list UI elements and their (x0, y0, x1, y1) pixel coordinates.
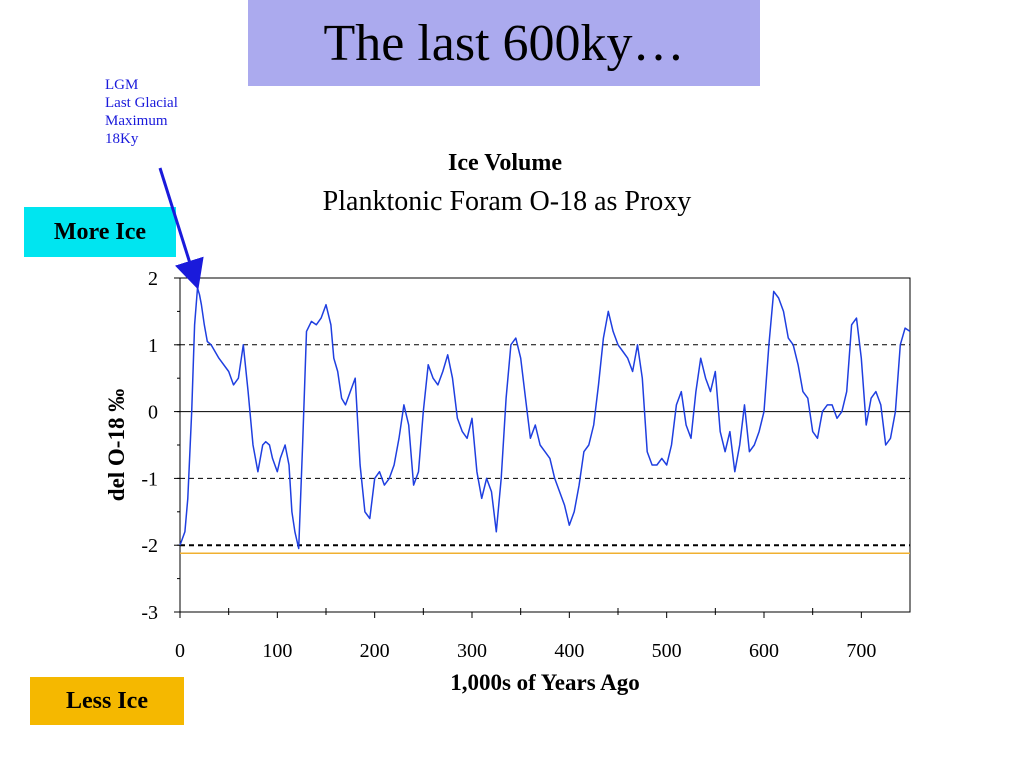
x-axis-label: 1,000s of Years Ago (450, 670, 640, 695)
lgm-annotation: LGM Last Glacial Maximum 18Ky (105, 76, 178, 148)
y-tick-label: 0 (148, 402, 158, 424)
y-tick-label: 1 (148, 335, 158, 357)
x-tick-label: 100 (262, 640, 292, 662)
y-axis-label: del O-18 ‰ (104, 389, 129, 501)
title-banner: The last 600ky… (248, 0, 760, 86)
x-tick-label: 0 (175, 640, 185, 662)
lgm-line-1: LGM (105, 77, 139, 93)
x-tick-label: 500 (652, 640, 682, 662)
lgm-line-3: Maximum (105, 113, 168, 129)
y-tick-label: -3 (141, 602, 158, 624)
y-tick-label: -2 (141, 535, 158, 557)
x-tick-label: 700 (846, 640, 876, 662)
chart-title: Ice Volume (448, 150, 562, 176)
y-tick-label: 2 (148, 268, 158, 290)
y-tick-label: -1 (141, 468, 158, 490)
chart-subtitle: Planktonic Foram O-18 as Proxy (323, 186, 692, 217)
less-ice-label: Less Ice (30, 677, 184, 725)
plot-area: 2 1 0 -1 -2 -3 0 100 200 300 400 500 600 700 (141, 167, 911, 662)
x-tick-label: 300 (457, 640, 487, 662)
lgm-arrow (158, 167, 204, 290)
page-title: The last 600ky… (323, 14, 685, 72)
plot-frame (179, 277, 911, 613)
series-line (179, 287, 911, 550)
more-ice-label: More Ice (24, 207, 176, 257)
x-tick-label: 400 (554, 640, 584, 662)
lgm-line-2: Last Glacial (105, 95, 178, 111)
lgm-line-4: 18Ky (105, 131, 139, 147)
x-tick-label: 600 (749, 640, 779, 662)
x-tick-label: 200 (360, 640, 390, 662)
